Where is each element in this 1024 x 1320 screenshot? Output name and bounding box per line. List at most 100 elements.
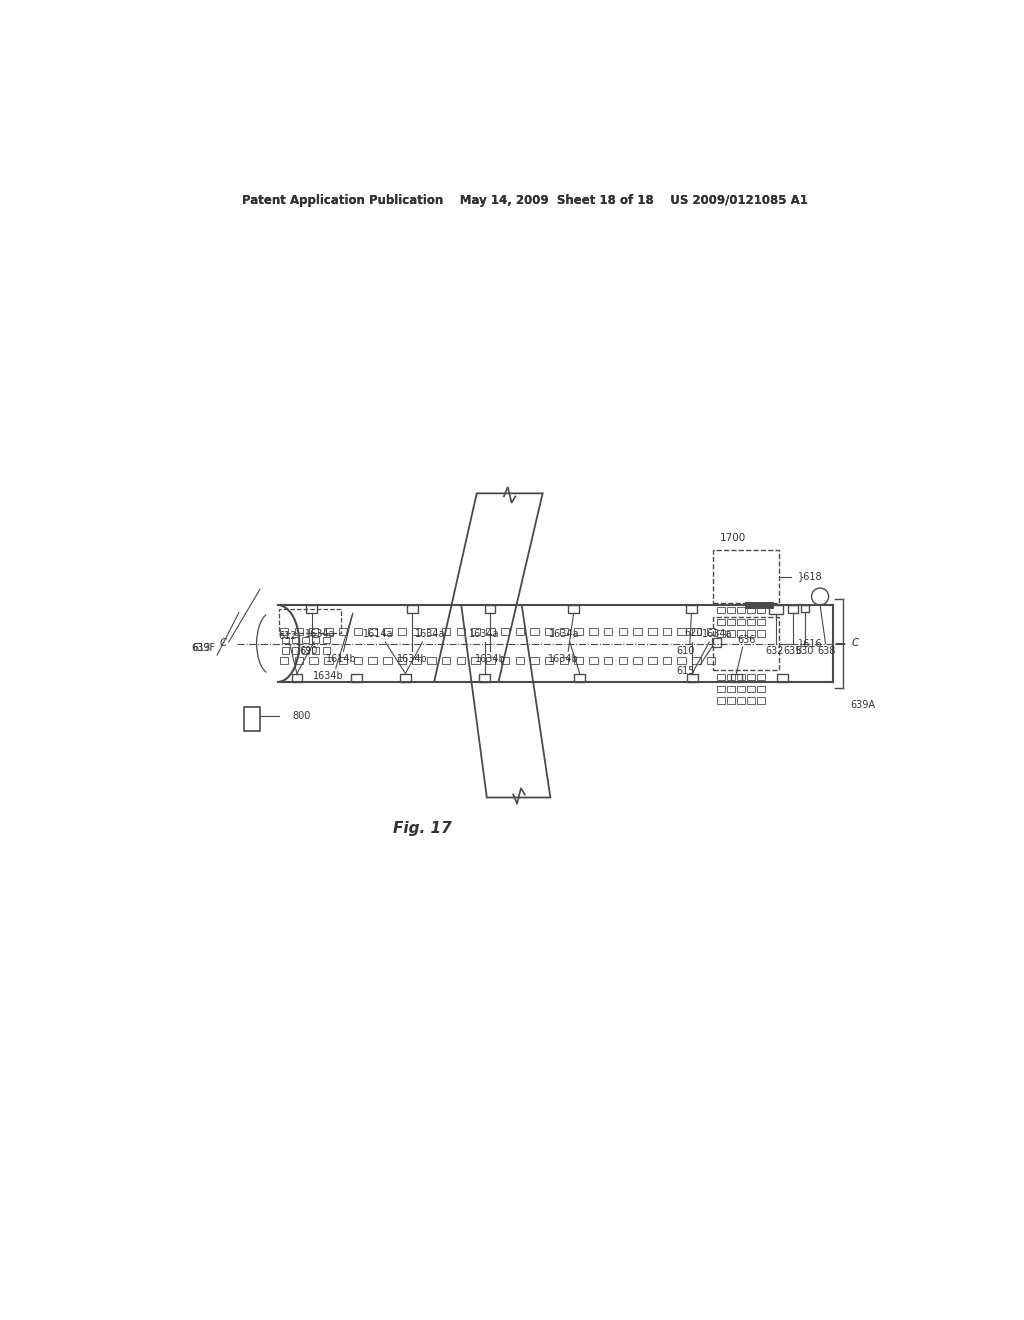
Text: 639A: 639A [850, 700, 876, 710]
Text: 1634a: 1634a [469, 630, 500, 639]
Bar [530, 628, 539, 635]
Bar [397, 657, 407, 664]
Bar [545, 657, 554, 664]
Text: 1614b: 1614b [326, 653, 356, 664]
Bar [486, 657, 495, 664]
Bar [413, 657, 421, 664]
Bar [748, 686, 755, 692]
Bar [353, 657, 362, 664]
Bar [707, 657, 716, 664]
Bar [712, 638, 721, 647]
Bar [633, 657, 642, 664]
Bar [727, 619, 735, 626]
Bar [471, 628, 480, 635]
Text: 1634b: 1634b [397, 653, 428, 664]
Bar [545, 628, 554, 635]
Bar [737, 607, 744, 614]
Bar [369, 657, 377, 664]
Bar [692, 657, 700, 664]
Bar [663, 628, 672, 635]
Bar [339, 628, 347, 635]
Bar [727, 675, 735, 681]
Bar [339, 657, 347, 664]
Bar [727, 631, 735, 636]
Bar [397, 628, 407, 635]
Text: Patent Application Publication    May 14, 2009  Sheet 18 of 18    US 2009/012108: Patent Application Publication May 14, 2… [242, 194, 808, 207]
Bar [769, 605, 783, 614]
Bar [324, 657, 333, 664]
Bar [633, 628, 642, 635]
Bar [245, 706, 260, 731]
Bar [383, 628, 391, 635]
Bar [727, 607, 735, 614]
Bar [727, 686, 735, 692]
Bar [292, 636, 299, 643]
Bar [777, 673, 788, 682]
Bar [302, 636, 309, 643]
Bar [280, 628, 289, 635]
Bar [351, 673, 362, 682]
Bar [484, 605, 496, 614]
Bar [427, 628, 435, 635]
Bar [737, 697, 744, 704]
Bar [457, 657, 465, 664]
Bar [574, 657, 583, 664]
Text: 632: 632 [766, 647, 784, 656]
Bar [618, 657, 627, 664]
Text: 1634b: 1634b [548, 653, 579, 664]
Bar [306, 605, 317, 614]
Text: 1634a: 1634a [701, 630, 732, 639]
Bar [309, 628, 317, 635]
Text: 612: 612 [279, 631, 297, 640]
Bar [501, 628, 509, 635]
Bar [737, 686, 744, 692]
Bar [727, 697, 735, 704]
Bar [369, 628, 377, 635]
Text: Fig. 17: Fig. 17 [393, 821, 452, 836]
Bar [678, 628, 686, 635]
Bar [758, 631, 765, 636]
Bar [574, 628, 583, 635]
Bar [737, 675, 744, 681]
Text: 636: 636 [737, 635, 756, 644]
Bar [589, 628, 598, 635]
Bar [748, 607, 755, 614]
Bar [707, 628, 716, 635]
Bar [758, 697, 765, 704]
Bar [515, 657, 524, 664]
Text: 1634a: 1634a [549, 630, 580, 639]
Bar [309, 657, 317, 664]
Bar [383, 657, 391, 664]
Bar [501, 657, 509, 664]
Bar [748, 675, 755, 681]
Bar [280, 657, 289, 664]
Bar [604, 657, 612, 664]
Text: 638: 638 [818, 647, 837, 656]
Bar [731, 673, 741, 682]
Text: C: C [851, 639, 858, 648]
Bar [560, 657, 568, 664]
Bar [486, 628, 495, 635]
Bar [292, 673, 302, 682]
Bar [302, 647, 309, 653]
Text: Patent Application Publication    May 14, 2009  Sheet 18 of 18    US 2009/012108: Patent Application Publication May 14, 2… [242, 194, 808, 207]
Bar [283, 636, 289, 643]
Bar [427, 657, 435, 664]
Bar [442, 628, 451, 635]
Text: }618: }618 [798, 572, 822, 582]
Bar [717, 631, 725, 636]
Bar [407, 605, 418, 614]
Bar [713, 616, 779, 671]
Text: 690: 690 [299, 647, 317, 656]
Bar [442, 657, 451, 664]
Bar [648, 628, 656, 635]
Bar [604, 628, 612, 635]
Bar [748, 619, 755, 626]
Text: 1614a: 1614a [364, 630, 393, 639]
Text: 630: 630 [796, 647, 814, 656]
Bar [748, 697, 755, 704]
Bar [323, 636, 330, 643]
Bar [589, 657, 598, 664]
Bar [717, 697, 725, 704]
Bar [648, 657, 656, 664]
